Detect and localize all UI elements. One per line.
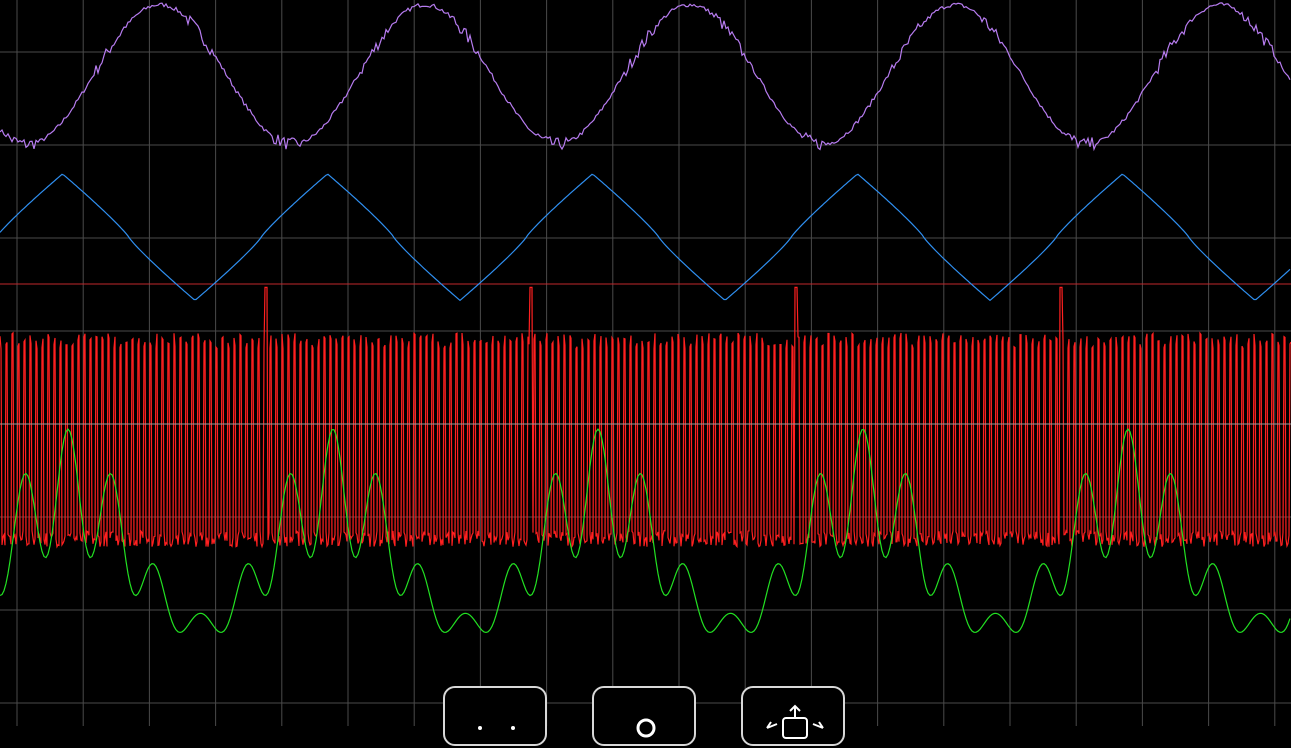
- trace-3: [0, 286, 1291, 549]
- search-button[interactable]: [592, 686, 696, 746]
- trace-4: [0, 428, 1291, 634]
- trace-2: [0, 173, 1291, 302]
- cursors-button[interactable]: [443, 686, 547, 746]
- oscilloscope-display[interactable]: [0, 0, 1291, 726]
- trace-1: [0, 2, 1291, 152]
- cursors-icon: [478, 726, 515, 730]
- export-button[interactable]: [741, 686, 845, 746]
- export-icon: [766, 704, 824, 739]
- search-icon: [636, 718, 656, 738]
